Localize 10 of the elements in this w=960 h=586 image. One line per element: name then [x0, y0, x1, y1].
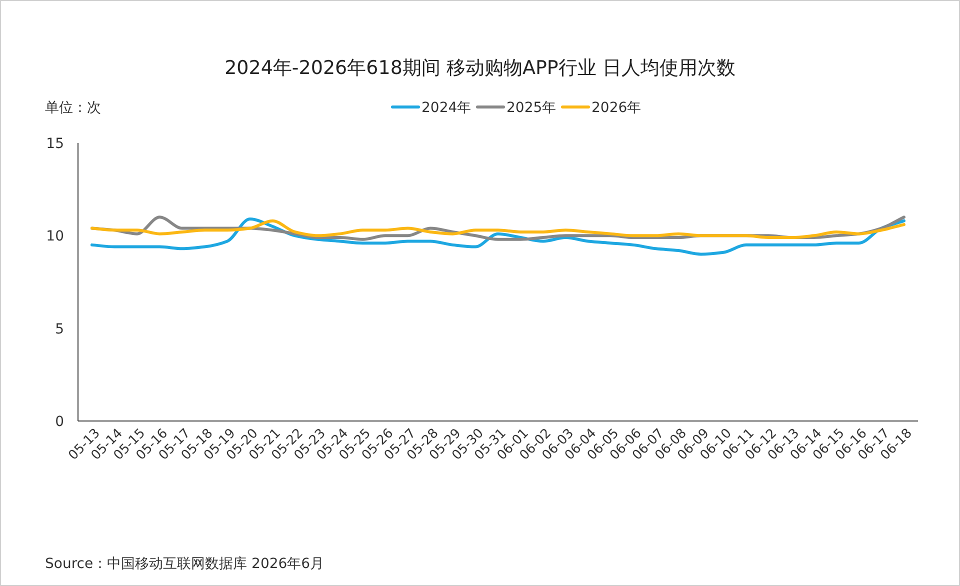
source-note: Source：中国移动互联网数据库 2026年6月 — [45, 556, 324, 572]
legend-label: 2026年 — [592, 100, 642, 116]
y-tick-label: 5 — [55, 321, 64, 338]
y-tick-label: 0 — [55, 414, 64, 430]
legend-label: 2024年 — [422, 100, 472, 116]
y-tick-label: 15 — [46, 136, 64, 152]
chart-title: 2024年-2026年618期间 移动购物APP行业 日人均使用次数 — [224, 57, 736, 79]
y-axis-title: 单位：次 — [45, 100, 101, 116]
legend-label: 2025年 — [506, 100, 556, 116]
y-tick-label: 10 — [46, 228, 64, 245]
